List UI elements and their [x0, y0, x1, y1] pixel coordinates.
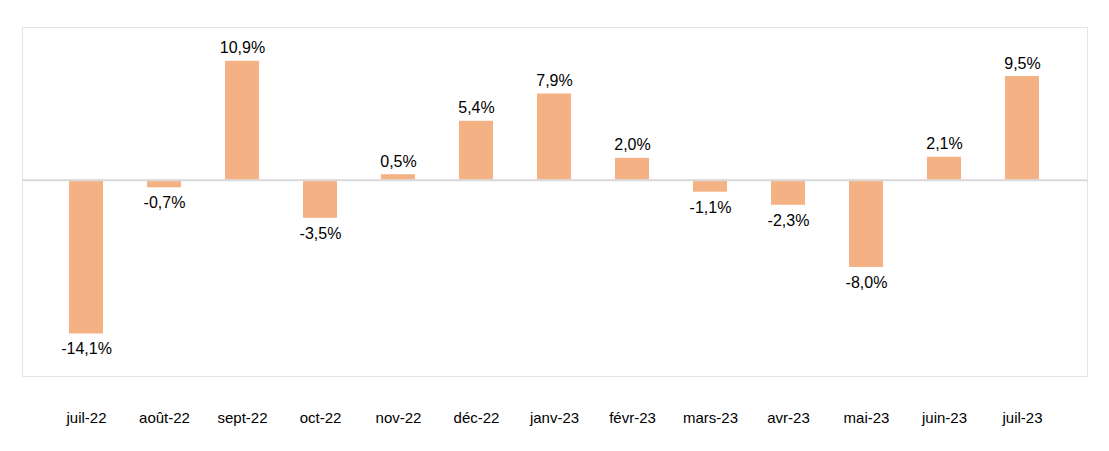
svg-text:2,0%: 2,0%	[614, 136, 650, 153]
svg-text:-8,0%: -8,0%	[846, 274, 888, 291]
svg-text:9,5%: 9,5%	[1004, 55, 1040, 72]
svg-text:sept-22: sept-22	[217, 409, 267, 426]
svg-text:avr-23: avr-23	[767, 409, 810, 426]
svg-text:-2,3%: -2,3%	[768, 212, 810, 229]
svg-text:juil-23: juil-23	[1001, 409, 1042, 426]
svg-text:août-22: août-22	[139, 409, 190, 426]
svg-text:mars-23: mars-23	[683, 409, 738, 426]
svg-text:janv-23: janv-23	[529, 409, 579, 426]
svg-text:10,9%: 10,9%	[220, 39, 265, 56]
svg-text:-0,7%: -0,7%	[144, 194, 186, 211]
svg-text:-14,1%: -14,1%	[61, 340, 112, 357]
svg-text:2,1%: 2,1%	[926, 135, 962, 152]
svg-text:0,5%: 0,5%	[380, 153, 416, 170]
svg-text:mai-23: mai-23	[844, 409, 890, 426]
svg-text:oct-22: oct-22	[300, 409, 342, 426]
svg-text:5,4%: 5,4%	[458, 99, 494, 116]
svg-text:févr-23: févr-23	[609, 409, 656, 426]
svg-text:7,9%: 7,9%	[536, 72, 572, 89]
svg-text:juin-23: juin-23	[921, 409, 967, 426]
svg-text:déc-22: déc-22	[454, 409, 500, 426]
svg-text:-3,5%: -3,5%	[300, 225, 342, 242]
svg-text:juil-22: juil-22	[65, 409, 106, 426]
svg-text:-1,1%: -1,1%	[690, 199, 732, 216]
svg-text:nov-22: nov-22	[376, 409, 422, 426]
